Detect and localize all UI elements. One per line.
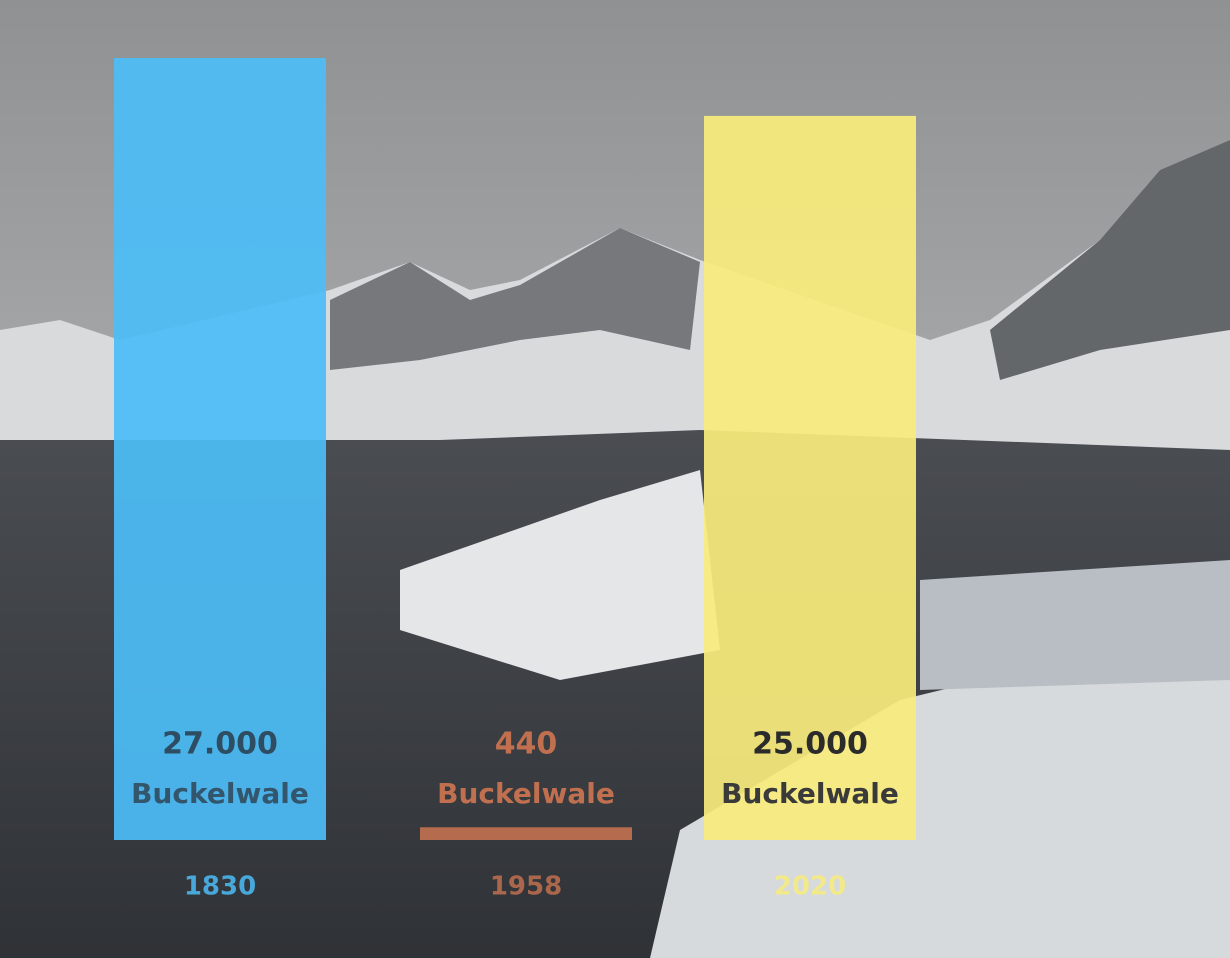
- unit-label: Buckelwale: [131, 777, 309, 810]
- x-tick-label: 2020: [774, 872, 846, 902]
- value-label: 25.000: [752, 727, 868, 762]
- value-label: 440: [495, 727, 558, 762]
- bar: [114, 58, 326, 840]
- unit-label: Buckelwale: [721, 777, 899, 810]
- x-tick-label: 1958: [490, 872, 562, 902]
- value-label: 27.000: [162, 727, 278, 762]
- bar: [420, 827, 632, 840]
- unit-label: Buckelwale: [437, 777, 615, 810]
- bar: [704, 115, 916, 841]
- x-tick-label: 1830: [184, 872, 256, 902]
